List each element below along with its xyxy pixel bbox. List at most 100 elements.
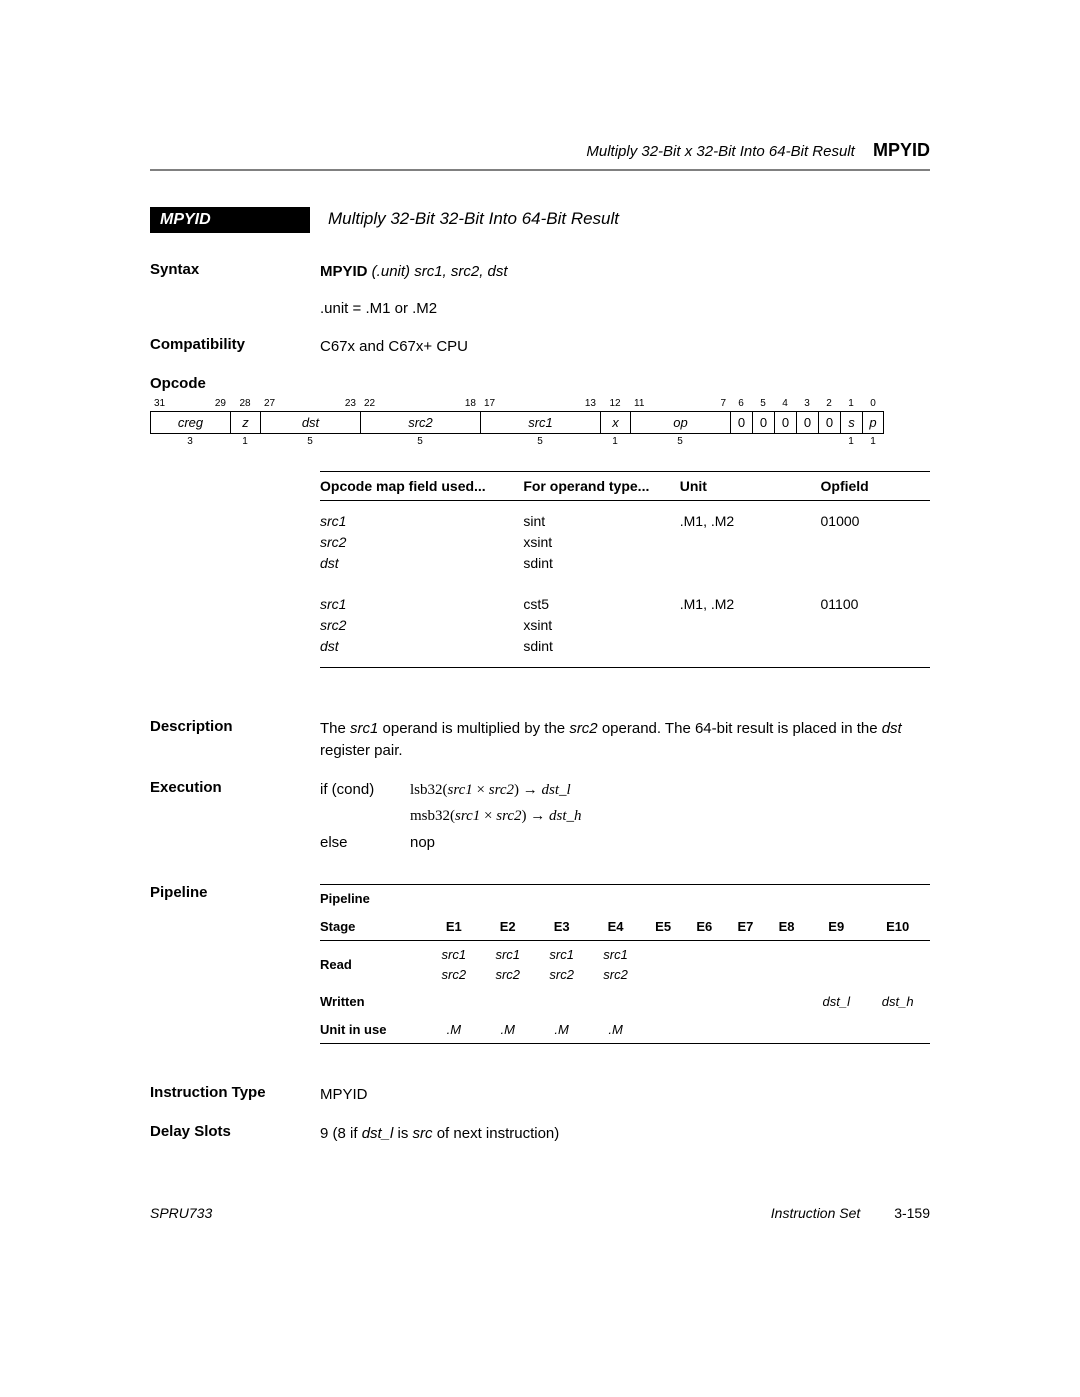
header-rule [150, 169, 930, 171]
bitfield-creg: creg [150, 411, 230, 434]
opmap-header: Opcode map field used... [320, 478, 523, 494]
opmap-header: For operand type... [523, 478, 679, 494]
pipeline-stage: E3 [535, 913, 589, 941]
bit-label: 28 [230, 398, 260, 409]
bit-width: 5 [630, 436, 730, 447]
pipeline-row: Unit in use.M.M.M.M [320, 1016, 930, 1044]
opmap-header-row: Opcode map field used... For operand typ… [320, 471, 930, 501]
opmap-opfield: 01000 [821, 511, 931, 574]
pipeline-cell [684, 1016, 725, 1044]
bit-label: 7 [720, 398, 726, 409]
description-text: operand. The 64-bit result is placed in … [598, 720, 882, 737]
pipeline-body: Pipeline Stage E1 E2 E3 E4 E5 E6 E7 E8 E… [320, 884, 930, 1044]
bit-label: 0 [862, 398, 884, 409]
opmap-field: src2 [320, 615, 523, 636]
opmap-header: Opfield [821, 478, 931, 494]
description-text: register pair. [320, 742, 403, 759]
exec-cond: if (cond) [320, 779, 410, 802]
compatibility-value: C67x and C67x+ CPU [320, 336, 930, 359]
bit-width: 1 [600, 436, 630, 447]
bit-label: 27 [264, 398, 275, 409]
compatibility-label: Compatibility [150, 336, 320, 359]
bit-label: 18 [465, 398, 476, 409]
pipeline-stage: E6 [684, 913, 725, 941]
bitfield-const: 0 [730, 411, 752, 434]
running-header: Multiply 32-Bit x 32-Bit Into 64-Bit Res… [150, 140, 930, 161]
delay-slots-value: 9 (8 if dst_l is src of next instruction… [320, 1123, 930, 1146]
compatibility-section: Compatibility C67x and C67x+ CPU [150, 336, 930, 359]
syntax-args: (.unit) src1, src2, dst [368, 263, 508, 280]
description-text: The [320, 720, 350, 737]
bit-widths-row: 3 1 5 5 5 1 5 1 1 [150, 436, 930, 447]
pipeline-cell [766, 941, 807, 989]
bit-label: 5 [752, 398, 774, 409]
syntax-mnemonic: MPYID [320, 263, 368, 280]
pipeline-cell: src1src2 [427, 941, 481, 989]
pipeline-stage: E7 [725, 913, 766, 941]
bit-width: 5 [360, 436, 480, 447]
bit-label: 22 [364, 398, 375, 409]
delay-slots-text: is [393, 1125, 412, 1142]
execution-section: Execution if (cond) lsb32(src1 × src2) →… [150, 779, 930, 855]
pipeline-stage: E10 [865, 913, 930, 941]
bitfield-op: op [630, 411, 730, 434]
pipeline-cell [865, 1016, 930, 1044]
pipeline-row-label: Read [320, 941, 427, 989]
bit-width: 5 [480, 436, 600, 447]
bitfield-s: s [840, 411, 862, 434]
delay-slots-text: 9 (8 if [320, 1125, 362, 1142]
bitfield-const: 0 [796, 411, 818, 434]
footer-page: 3-159 [894, 1205, 930, 1221]
pipeline-cell [865, 941, 930, 989]
syntax-section: Syntax MPYID (.unit) src1, src2, dst .un… [150, 261, 930, 320]
opmap-unit: .M1, .M2 [680, 594, 821, 657]
pipeline-cell [589, 988, 643, 1016]
exec-else: else [320, 832, 410, 855]
opmap-header: Unit [680, 478, 821, 494]
pipeline-cell: .M [535, 1016, 589, 1044]
syntax-unit: .unit = .M1 or .M2 [320, 298, 930, 321]
description-dst: dst [882, 720, 902, 737]
pipeline-cell [725, 988, 766, 1016]
opmap-unit: .M1, .M2 [680, 511, 821, 574]
bit-label: 12 [600, 398, 630, 409]
opcode-map-table: Opcode map field used... For operand typ… [320, 471, 930, 668]
bitfield-z: z [230, 411, 260, 434]
opmap-field: src1 [320, 594, 523, 615]
pipeline-cell [684, 988, 725, 1016]
pipeline-title: Pipeline [320, 885, 427, 913]
description-src1: src1 [350, 720, 378, 737]
opmap-fields: src1 src2 dst [320, 511, 523, 574]
bit-label: 6 [730, 398, 752, 409]
execution-label: Execution [150, 779, 320, 855]
title-description: Multiply 32-Bit 32-Bit Into 64-Bit Resul… [328, 209, 619, 229]
pipeline-stage-label: Stage [320, 913, 427, 941]
bitfield-const: 0 [774, 411, 796, 434]
bit-label: 4 [774, 398, 796, 409]
bit-label: 1 [840, 398, 862, 409]
pipeline-cell [684, 941, 725, 989]
pipeline-cell [643, 988, 684, 1016]
pipeline-row: Written dst_ldst_h [320, 988, 930, 1016]
pipeline-cell [643, 1016, 684, 1044]
bitfield-const: 0 [818, 411, 840, 434]
delay-slots-src: src [413, 1125, 433, 1142]
opmap-field: dst [320, 553, 523, 574]
pipeline-row-label: Written [320, 988, 427, 1016]
instruction-type-label: Instruction Type [150, 1084, 320, 1107]
bit-label: 2 [818, 398, 840, 409]
pipeline-cell [535, 988, 589, 1016]
pipeline-cell: src1src2 [589, 941, 643, 989]
description-label: Description [150, 718, 320, 763]
pipeline-cell: src1src2 [481, 941, 535, 989]
pipeline-cell: dst_h [865, 988, 930, 1016]
opmap-field: src2 [320, 532, 523, 553]
bit-label: 13 [585, 398, 596, 409]
opmap-type: xsint [523, 615, 679, 636]
opmap-field: src1 [320, 511, 523, 532]
pipeline-cell: dst_l [807, 988, 865, 1016]
pipeline-stage: E5 [643, 913, 684, 941]
opmap-type: cst5 [523, 594, 679, 615]
opmap-type: sint [523, 511, 679, 532]
header-description: Multiply 32-Bit x 32-Bit Into 64-Bit Res… [586, 143, 854, 160]
